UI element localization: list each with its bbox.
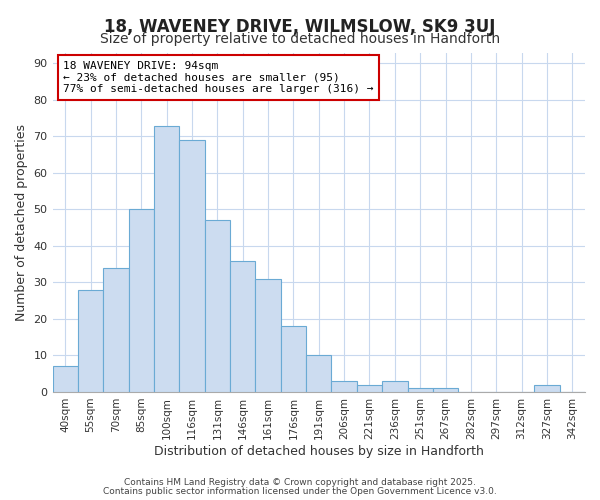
X-axis label: Distribution of detached houses by size in Handforth: Distribution of detached houses by size …	[154, 444, 484, 458]
Bar	[154, 126, 179, 392]
Text: Size of property relative to detached houses in Handforth: Size of property relative to detached ho…	[100, 32, 500, 46]
Bar	[281, 326, 306, 392]
Text: 18, WAVENEY DRIVE, WILMSLOW, SK9 3UJ: 18, WAVENEY DRIVE, WILMSLOW, SK9 3UJ	[104, 18, 496, 36]
Bar	[382, 381, 407, 392]
Bar	[433, 388, 458, 392]
Bar	[103, 268, 128, 392]
Bar	[534, 384, 560, 392]
Bar	[230, 260, 256, 392]
Text: Contains HM Land Registry data © Crown copyright and database right 2025.: Contains HM Land Registry data © Crown c…	[124, 478, 476, 487]
Bar	[53, 366, 78, 392]
Y-axis label: Number of detached properties: Number of detached properties	[15, 124, 28, 320]
Bar	[205, 220, 230, 392]
Text: 18 WAVENEY DRIVE: 94sqm
← 23% of detached houses are smaller (95)
77% of semi-de: 18 WAVENEY DRIVE: 94sqm ← 23% of detache…	[63, 61, 374, 94]
Bar	[357, 384, 382, 392]
Bar	[78, 290, 103, 392]
Text: Contains public sector information licensed under the Open Government Licence v3: Contains public sector information licen…	[103, 486, 497, 496]
Bar	[256, 279, 281, 392]
Bar	[306, 356, 331, 392]
Bar	[128, 210, 154, 392]
Bar	[179, 140, 205, 392]
Bar	[331, 381, 357, 392]
Bar	[407, 388, 433, 392]
